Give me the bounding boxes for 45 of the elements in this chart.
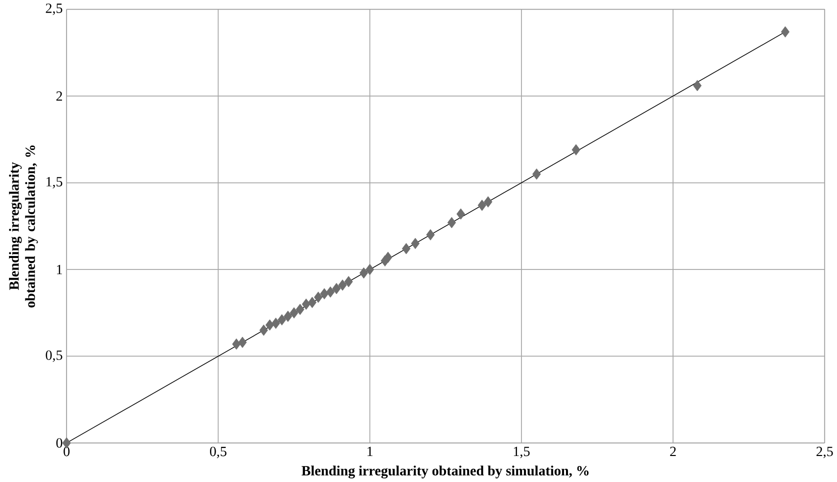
point [693, 80, 702, 92]
point [384, 252, 392, 263]
point [296, 304, 304, 315]
point [332, 282, 341, 294]
point [447, 217, 456, 228]
y-tick-label: 1,5 [46, 177, 62, 188]
y-tick-label: 2,5 [46, 4, 62, 16]
point [411, 238, 420, 250]
point [259, 324, 268, 336]
point [572, 144, 580, 156]
point [338, 279, 347, 291]
x-tick-label: 1,5 [514, 446, 530, 458]
point [308, 296, 316, 308]
point [366, 264, 374, 276]
point [402, 243, 410, 254]
x-tick-label: 2,5 [816, 446, 833, 458]
point [278, 314, 286, 326]
y-tick-label: 0 [56, 438, 62, 448]
point [426, 229, 435, 240]
point [320, 288, 329, 300]
point [314, 292, 323, 303]
point [344, 276, 353, 288]
point [484, 196, 492, 208]
x-tick-label: 0 [64, 446, 70, 456]
point [290, 307, 298, 318]
point [780, 26, 790, 38]
x-axis-title: Blending irregularity obtained by simulation, % [302, 466, 589, 478]
y-tick-label: 2 [56, 91, 62, 101]
point [302, 298, 310, 310]
x-tick-label: 2 [670, 446, 676, 456]
point [284, 310, 292, 322]
y-axis-title: Blending irregularity obtained by calculation, % [8, 146, 38, 308]
x-tick-label: 1 [368, 446, 372, 456]
point [272, 318, 280, 329]
y-tick-label: 1 [57, 264, 62, 274]
point [238, 336, 247, 348]
x-tick-label: 0,5 [210, 446, 226, 458]
y-tick-label: 0,5 [46, 350, 62, 362]
point [360, 267, 368, 279]
point [266, 319, 274, 331]
point [532, 168, 541, 180]
point [232, 338, 241, 350]
point [478, 200, 486, 211]
point [326, 286, 335, 298]
point [456, 208, 466, 220]
